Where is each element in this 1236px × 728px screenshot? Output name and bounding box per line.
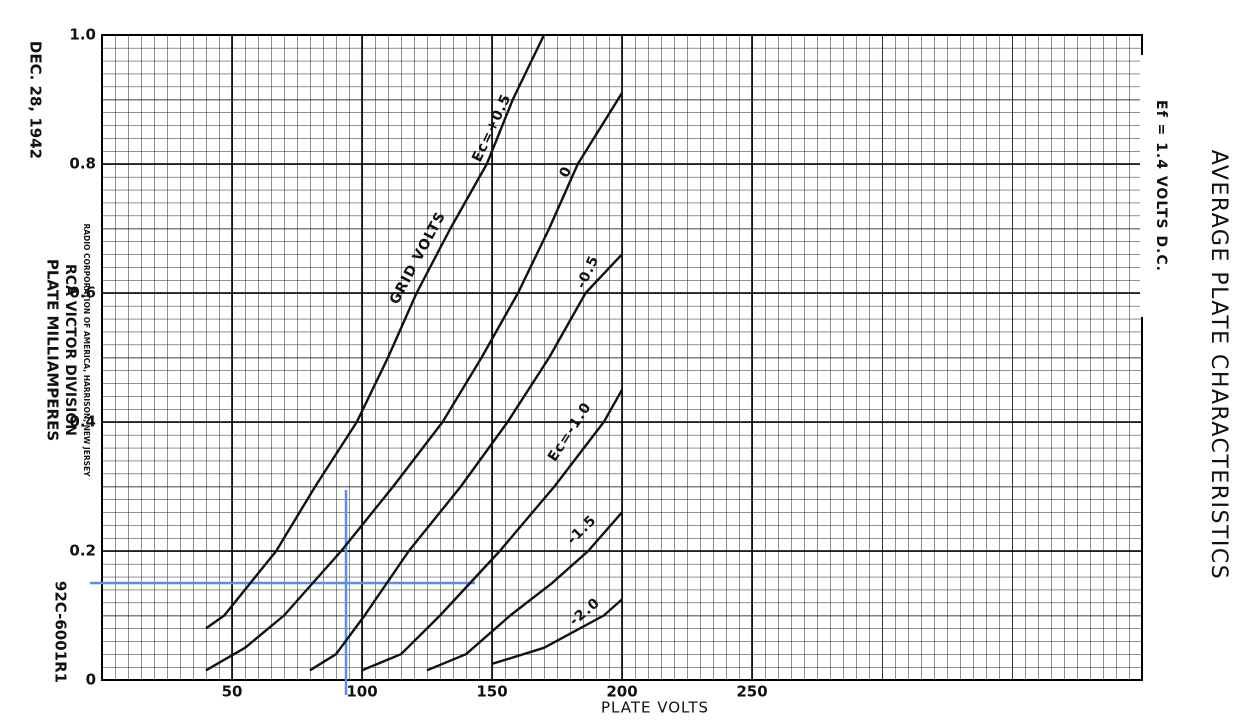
x-axis-label: PLATE VOLTS (601, 699, 709, 717)
x-tick-label: 150 (476, 683, 507, 701)
date-note: DEC. 28, 1942 (27, 41, 45, 159)
ef-box (1140, 55, 1182, 317)
y-tick-label: 0.2 (69, 542, 96, 560)
y-tick-label: 0.6 (69, 284, 96, 302)
ef-label: Ef = 1.4 VOLTS D.C. (1153, 100, 1169, 272)
curve (361, 389, 624, 672)
y-tick-label: 0.4 (69, 413, 96, 431)
x-tick-label: 50 (222, 683, 243, 701)
curve (205, 92, 624, 672)
y-tick-label: 0 (86, 671, 96, 689)
curve (426, 511, 623, 672)
chart-title: AVERAGE PLATE CHARACTERISTICS (1206, 150, 1231, 581)
x-tick-label: 250 (736, 683, 767, 701)
plot (102, 34, 1142, 681)
y-axis-label: PLATE MILLIAMPERES (44, 259, 62, 441)
curve (205, 34, 546, 630)
drawing-number: 92C-6001R1 (52, 581, 70, 683)
curve (309, 253, 623, 672)
x-tick-label: 200 (606, 683, 637, 701)
x-tick-label: 100 (346, 683, 377, 701)
curve (491, 598, 623, 666)
division-note: RCA VICTOR DIVISION (62, 264, 78, 436)
company-note: RADIO CORPORATION OF AMERICA, HARRISON, … (82, 223, 91, 477)
y-tick-label: 1.0 (69, 26, 96, 44)
y-tick-label: 0.8 (69, 155, 96, 173)
